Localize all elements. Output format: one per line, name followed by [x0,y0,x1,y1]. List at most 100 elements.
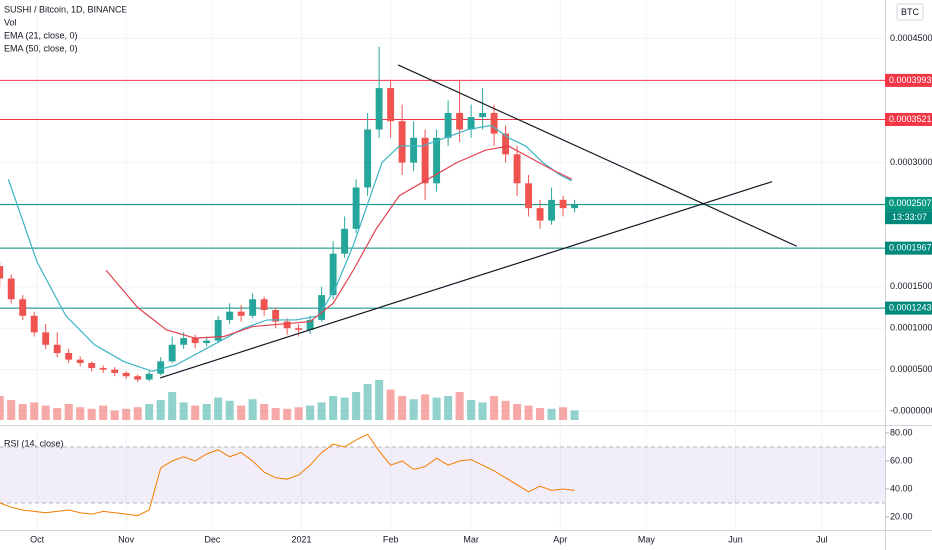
trendline [159,181,773,379]
price-label: 0.0001967 [889,243,932,253]
x-tick-label: Apr [553,534,567,544]
volume-bar [352,392,361,420]
candle-body [548,199,556,221]
countdown: 13:33:07 [892,212,927,222]
candle-body [203,340,211,344]
volume-bar [409,399,418,420]
volume-bar [444,396,453,420]
price-label-bg [885,73,932,87]
volume-bar [513,404,522,420]
candle-body [559,199,567,209]
volume-bar [294,407,303,420]
ema-line [105,145,572,339]
volume-bar [191,405,200,420]
x-tick-label: May [638,534,656,544]
candle-body [191,338,199,344]
price-label-bg [885,196,932,210]
candle-body [145,373,153,380]
candle-body [536,208,544,221]
volume-bar [225,400,234,420]
candle-body [0,266,4,279]
volume-bar [536,408,545,420]
candle-body [226,311,234,320]
price-label: 0.0001243 [889,302,932,312]
countdown-bg [885,211,932,225]
price-label: 0.0003521 [889,114,932,124]
volume-bar [559,407,568,420]
volume-bar [87,408,96,420]
price-label-bg [885,112,932,126]
volume-bar [110,410,119,420]
volume-bar [317,402,326,420]
x-tick-label: Oct [30,534,45,544]
rsi-tick-label: 80.00 [890,427,913,437]
volume-bar [478,402,487,420]
volume-bar [156,400,165,420]
candle-body [30,315,38,333]
candle-body [260,299,268,310]
candle-body [525,183,533,209]
candle-body [433,137,441,184]
y-tick-label: 0.0000500 [890,364,932,374]
x-tick-label: Mar [463,534,479,544]
candle-body [398,121,406,163]
candle-body [364,129,372,188]
volume-bar [283,408,292,420]
candle-body [88,362,96,368]
volume-bar [76,407,85,420]
x-tick-label: 2021 [291,534,311,544]
currency-label[interactable]: BTC [901,7,920,17]
y-tick-label: -0.0000000 [890,405,932,415]
candle-body [249,299,257,316]
candle-body [352,187,360,229]
candle-body [341,228,349,254]
volume-bar [329,396,338,420]
trendline [397,64,798,247]
candle-body [306,319,314,330]
volume-bar [340,397,349,420]
candle-body [456,112,464,130]
volume-bar [547,408,556,420]
volume-bar [0,396,4,420]
volume-bar [570,410,579,420]
x-tick-label: Dec [204,534,221,544]
rsi-tick-label: 20.00 [890,511,913,521]
volume-bar [133,407,142,420]
candle-body [387,88,395,122]
volume-bar [260,404,269,420]
candle-body [157,361,165,374]
volume-bar [306,405,315,420]
rsi-title: RSI (14, close) [4,438,64,448]
y-tick-label: 0.0003000 [890,157,932,167]
volume-bar [467,400,476,420]
volume-bar [363,384,372,420]
candle-body [421,137,429,184]
volume-bar [398,396,407,420]
volume-bar [18,404,27,420]
volume-bar [375,380,384,420]
x-tick-label: Jul [816,534,828,544]
candle-body [180,338,188,345]
volume-bar [145,404,154,420]
candle-body [467,117,475,130]
candle-body [53,344,61,354]
price-label-bg [885,241,932,255]
candle-body [571,204,579,209]
volume-bar [421,394,430,420]
rsi-band [0,446,885,503]
volume-bar [7,400,16,420]
volume-bar [271,408,280,420]
volume-bar [501,400,510,420]
price-label: 0.0003993 [889,75,932,85]
candle-body [490,112,498,134]
currency-button[interactable] [896,3,924,21]
candle-body [502,133,510,155]
candle-body [283,321,291,329]
candle-body [42,332,50,345]
y-tick-label: 0.0001000 [890,323,932,333]
candle-body [76,359,84,363]
x-tick-label: Feb [383,534,399,544]
rsi-tick-label: 60.00 [890,455,913,465]
y-tick-label: 0.0001500 [890,281,932,291]
